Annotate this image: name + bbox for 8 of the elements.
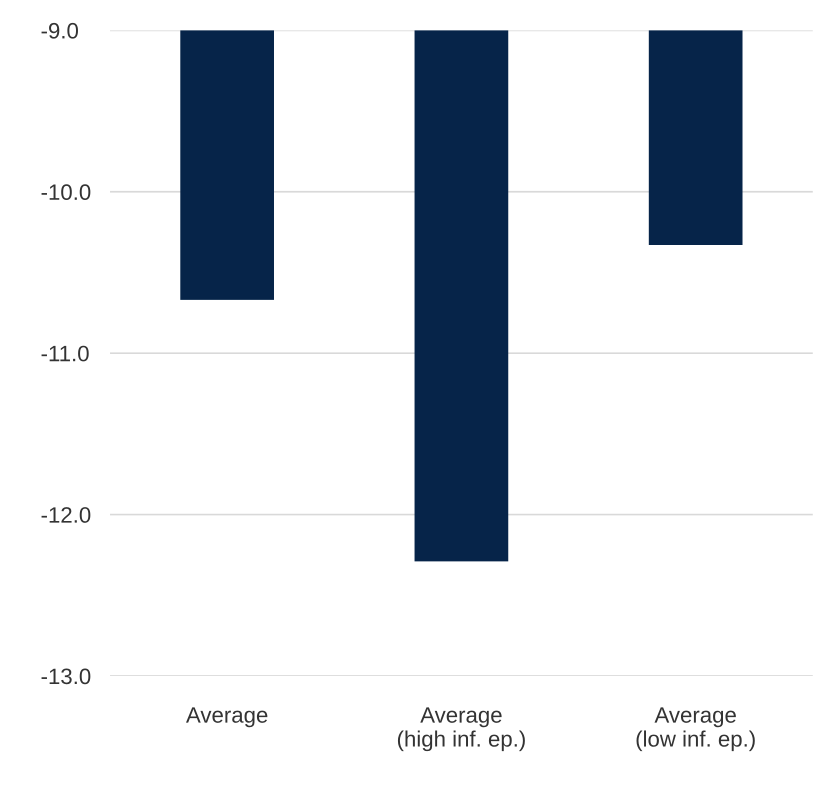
y-tick-label: -10.0 (42, 184, 90, 200)
x-tick-label: Average (186, 707, 268, 728)
y-tick-label: -13.0 (42, 668, 90, 684)
x-tick-label: Average (low inf. ep.) (636, 707, 755, 752)
y-tick-label: -12.0 (42, 507, 90, 523)
y-tick-label: -11.0 (42, 346, 89, 362)
x-tick-label: Average (high inf. ep.) (398, 707, 525, 752)
y-tick-label: -9.0 (42, 22, 78, 39)
